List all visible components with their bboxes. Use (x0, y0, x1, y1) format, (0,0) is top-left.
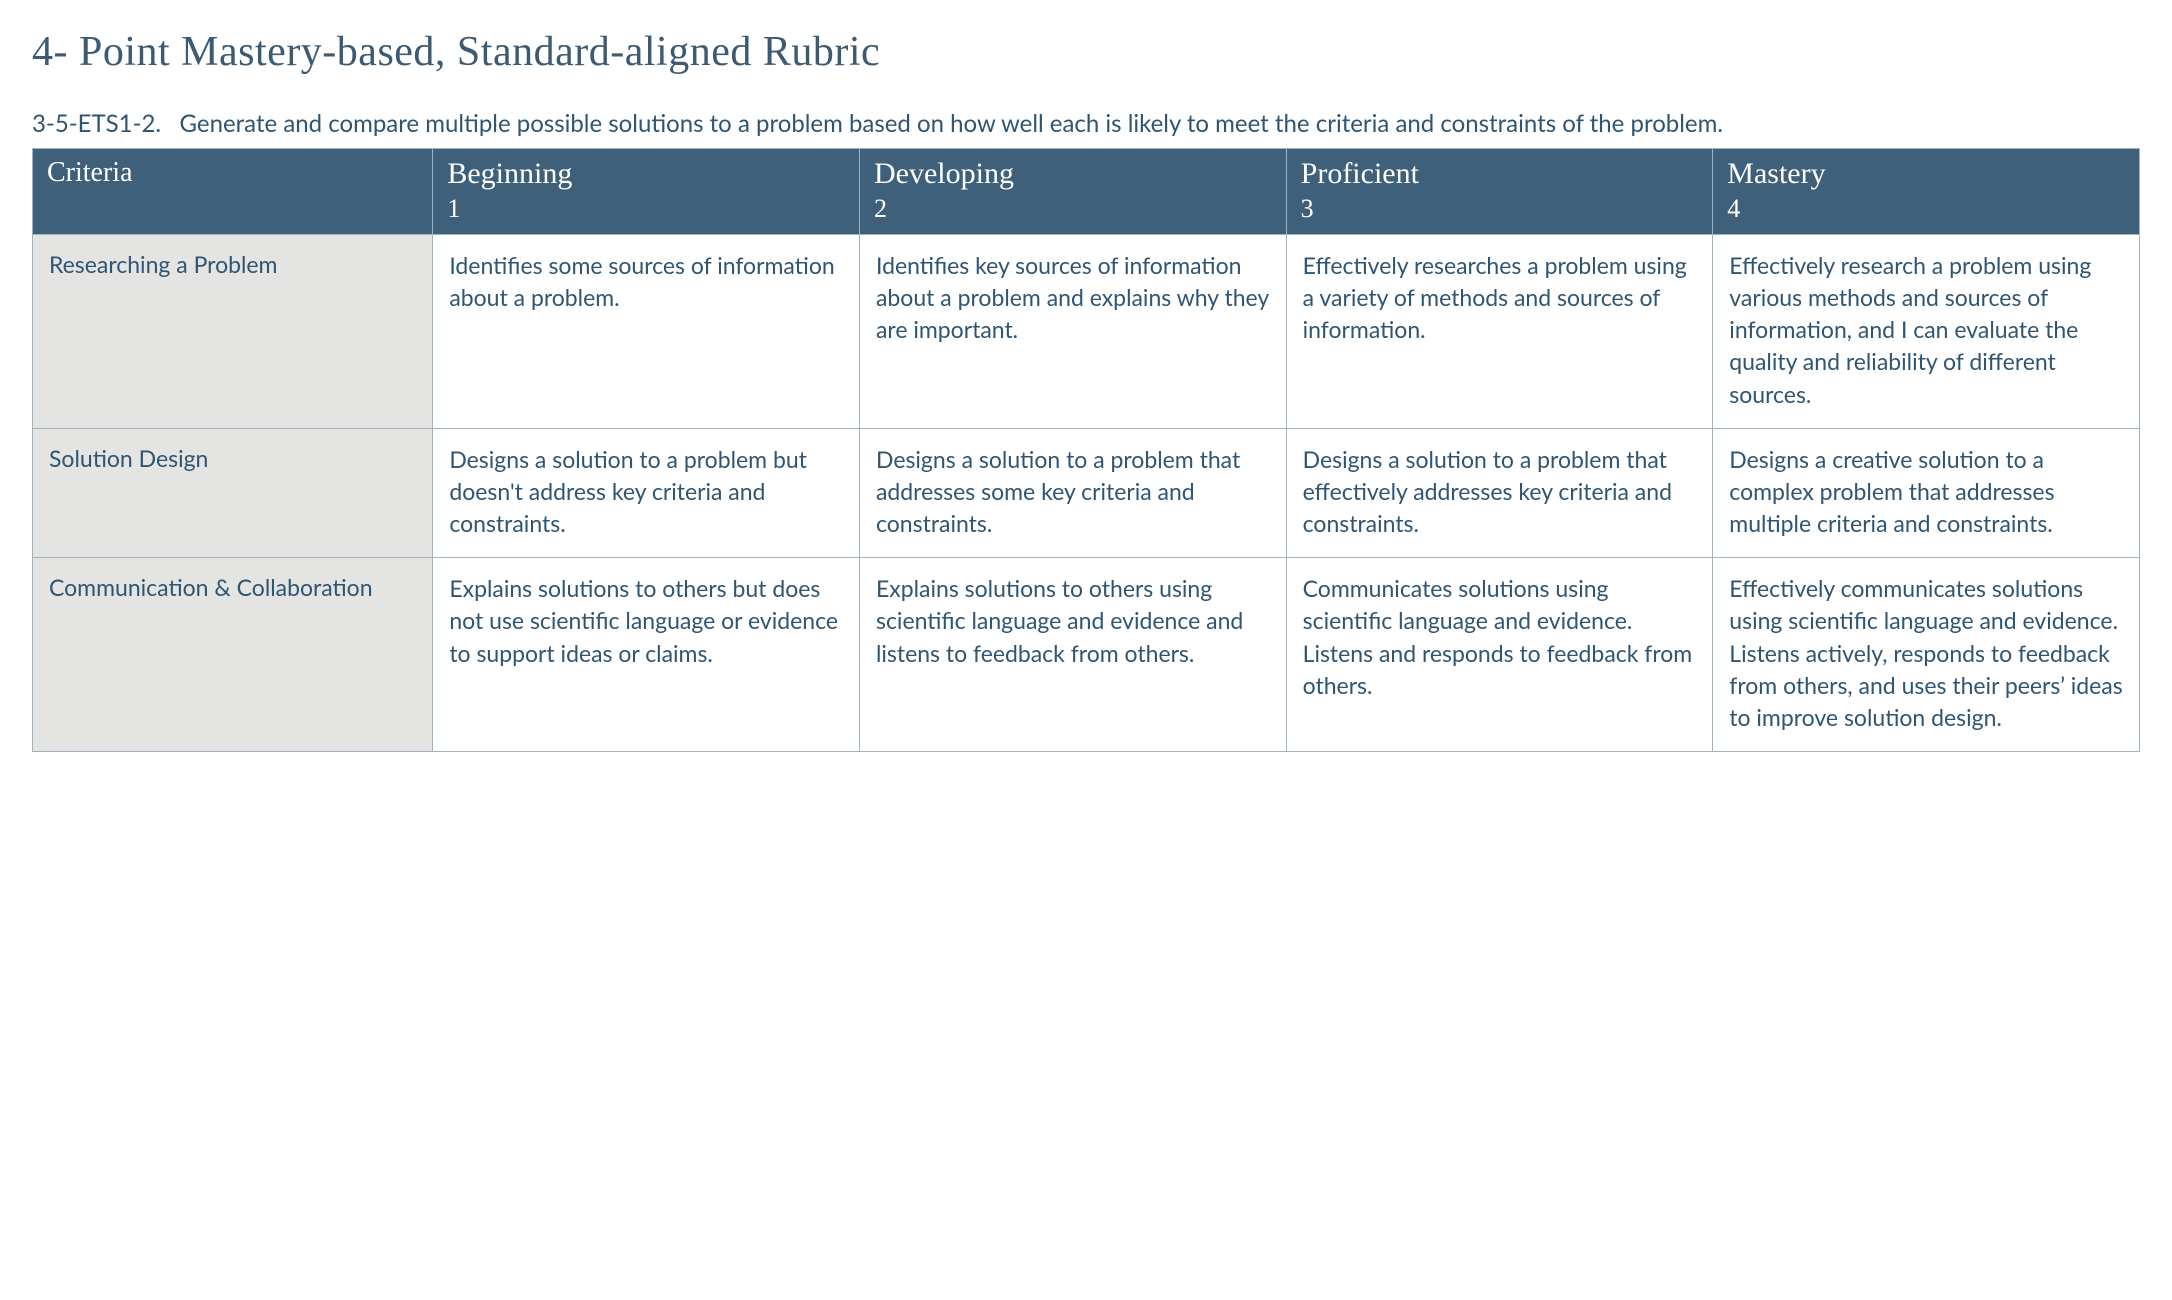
level-number: 2 (874, 194, 1272, 224)
level-number: 1 (447, 194, 845, 224)
criteria-cell: Solution Design (33, 428, 433, 558)
standard-text: 3-5-ETS1-2. Generate and compare multipl… (32, 108, 1992, 140)
criteria-cell: Communication & Collaboration (33, 558, 433, 752)
rubric-cell: Communicates solutions using scientific … (1286, 558, 1713, 752)
rubric-cell: Designs a solution to a problem that eff… (1286, 428, 1713, 558)
rubric-cell: Effectively researches a problem using a… (1286, 234, 1713, 428)
rubric-header-row: Criteria Beginning 1 Developing 2 Profic… (33, 149, 2140, 234)
level-label: Mastery (1727, 157, 1825, 190)
standard-code: 3-5-ETS1-2. (32, 109, 161, 138)
level-number: 4 (1727, 194, 2125, 224)
rubric-cell: Designs a creative solution to a complex… (1713, 428, 2140, 558)
level-label: Developing (874, 157, 1014, 190)
table-row: Solution Design Designs a solution to a … (33, 428, 2140, 558)
table-row: Researching a Problem Identifies some so… (33, 234, 2140, 428)
level-header-beginning: Beginning 1 (433, 149, 860, 234)
rubric-table: Criteria Beginning 1 Developing 2 Profic… (32, 148, 2140, 752)
rubric-cell: Explains solutions to others using scien… (859, 558, 1286, 752)
rubric-cell: Effectively communicates solutions using… (1713, 558, 2140, 752)
criteria-header: Criteria (33, 149, 433, 234)
level-header-developing: Developing 2 (859, 149, 1286, 234)
rubric-cell: Effectively research a problem using var… (1713, 234, 2140, 428)
rubric-cell: Identifies key sources of information ab… (859, 234, 1286, 428)
rubric-cell: Identifies some sources of information a… (433, 234, 860, 428)
page-title: 4- Point Mastery-based, Standard-aligned… (32, 28, 2140, 76)
level-number: 3 (1301, 194, 1699, 224)
table-row: Communication & Collaboration Explains s… (33, 558, 2140, 752)
standard-description: Generate and compare multiple possible s… (180, 109, 1723, 138)
level-header-mastery: Mastery 4 (1713, 149, 2140, 234)
level-header-proficient: Proficient 3 (1286, 149, 1713, 234)
rubric-cell: Designs a solution to a problem but does… (433, 428, 860, 558)
level-label: Beginning (447, 157, 572, 190)
rubric-cell: Designs a solution to a problem that add… (859, 428, 1286, 558)
level-label: Proficient (1301, 157, 1419, 190)
criteria-cell: Researching a Problem (33, 234, 433, 428)
rubric-cell: Explains solutions to others but does no… (433, 558, 860, 752)
